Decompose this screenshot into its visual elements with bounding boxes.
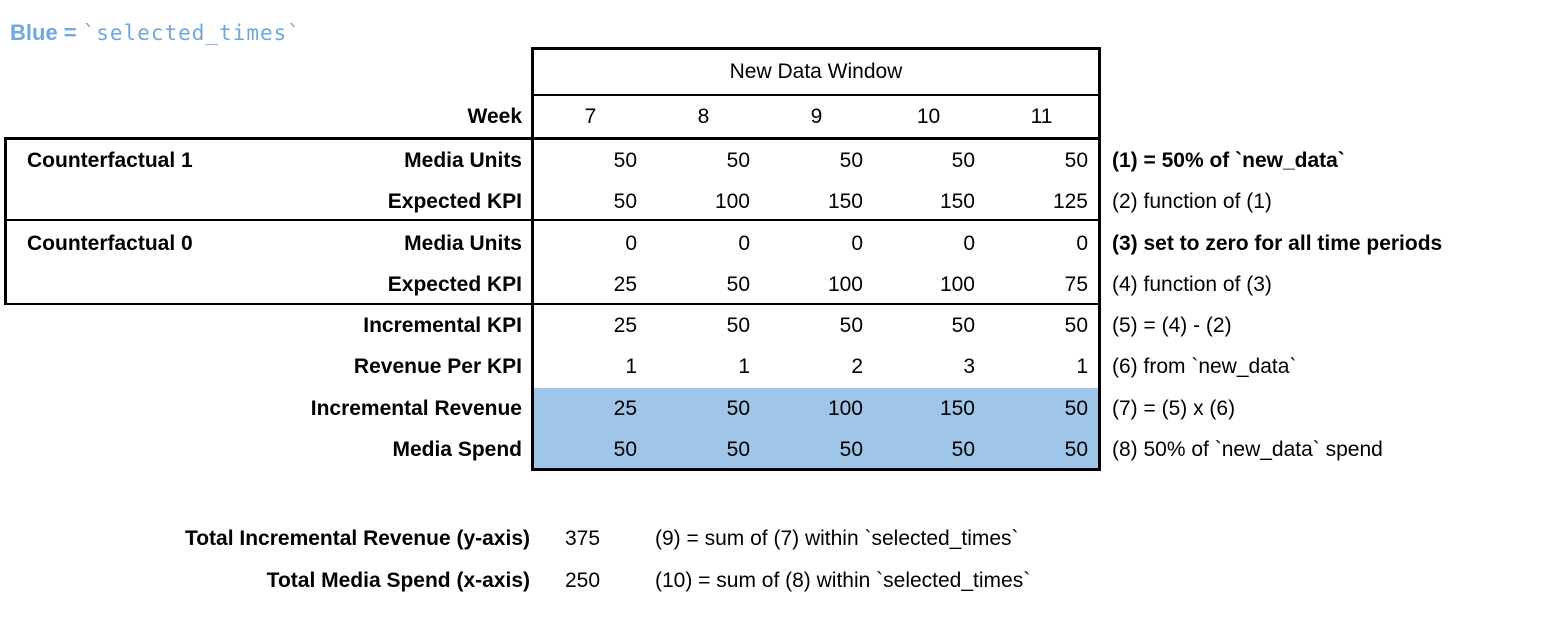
row-label: Incremental KPI (363, 314, 522, 337)
data-cell: 1 (738, 355, 750, 378)
data-cell: 0 (851, 232, 863, 255)
counterfactual-box-left-border (4, 137, 7, 305)
total-media-spend-value: 250 (565, 569, 601, 592)
data-cell: 50 (613, 190, 637, 213)
row-annotation: (2) function of (1) (1112, 190, 1272, 213)
week-cell: 9 (810, 105, 823, 128)
data-cell: 0 (625, 232, 637, 255)
data-cell: 50 (726, 273, 750, 296)
data-cell: 0 (963, 232, 975, 255)
data-cell: 0 (738, 232, 750, 255)
row-annotation: (7) = (5) x (6) (1112, 397, 1236, 420)
total-media-spend-label: Total Media Spend (x-axis) (266, 569, 530, 592)
data-cell: 50 (839, 149, 863, 172)
divider-counterfactual-groups (4, 219, 1101, 221)
data-cell: 50 (1064, 149, 1088, 172)
data-cell: 1 (1076, 355, 1088, 378)
data-cell: 150 (939, 190, 975, 213)
row-annotation: (8) 50% of `new_data` spend (1112, 438, 1383, 461)
data-cell: 1 (625, 355, 637, 378)
divider-under-counterfactual-0 (4, 303, 1101, 305)
data-cell: 50 (839, 314, 863, 337)
row-annotation: (4) function of (3) (1112, 273, 1272, 296)
data-cell-highlighted: 50 (1064, 397, 1088, 420)
week-cell: 10 (916, 105, 941, 128)
row-annotation: (6) from `new_data` (1112, 355, 1297, 378)
data-cell: 25 (613, 273, 637, 296)
group-label-counterfactual-1: Counterfactual 1 (27, 149, 193, 172)
divider-under-week-row (4, 137, 1101, 140)
legend-label: Blue = (10, 20, 77, 45)
row-label: Media Units (404, 232, 522, 255)
data-cell-highlighted: 50 (613, 438, 637, 461)
row-label: Incremental Revenue (310, 397, 522, 420)
data-cell-highlighted: 50 (951, 438, 975, 461)
data-cell: 50 (951, 314, 975, 337)
legend: Blue = `selected_times` (10, 18, 301, 48)
data-cell-highlighted: 100 (827, 397, 863, 420)
row-label: Media Units (404, 149, 522, 172)
legend-code-text: `selected_times` (82, 21, 301, 45)
total-media-spend-annotation: (10) = sum of (8) within `selected_times… (655, 569, 1031, 592)
row-annotation: (5) = (4) - (2) (1112, 314, 1232, 337)
week-cell: 7 (584, 105, 597, 128)
week-cell: 11 (1030, 105, 1053, 128)
data-cell: 50 (613, 149, 637, 172)
week-cell: 8 (697, 105, 710, 128)
data-cell-highlighted: 25 (613, 397, 637, 420)
data-cell-highlighted: 50 (839, 438, 863, 461)
data-cell: 50 (1064, 314, 1088, 337)
week-row-label: Week (467, 105, 522, 128)
data-cell: 100 (714, 190, 750, 213)
divider-under-header (534, 94, 1098, 96)
data-cell: 50 (951, 149, 975, 172)
row-label: Revenue Per KPI (353, 355, 522, 378)
row-annotation: (1) = 50% of `new_data` (1112, 149, 1345, 172)
data-cell: 50 (726, 314, 750, 337)
data-cell-highlighted: 50 (726, 397, 750, 420)
total-incremental-revenue-value: 375 (565, 527, 601, 550)
data-cell: 0 (1076, 232, 1088, 255)
data-cell: 3 (963, 355, 975, 378)
data-cell: 50 (726, 149, 750, 172)
data-cell: 150 (827, 190, 863, 213)
data-cell: 100 (827, 273, 863, 296)
data-cell: 25 (613, 314, 637, 337)
data-cell: 100 (939, 273, 975, 296)
row-label: Expected KPI (387, 190, 522, 213)
data-cell: 75 (1064, 273, 1088, 296)
data-cell-highlighted: 50 (1064, 438, 1088, 461)
table-header-new-data-window: New Data Window (729, 60, 903, 83)
group-label-counterfactual-0: Counterfactual 0 (27, 232, 193, 255)
total-incremental-revenue-label: Total Incremental Revenue (y-axis) (184, 527, 530, 550)
data-cell-highlighted: 50 (726, 438, 750, 461)
selected-times-highlight (534, 388, 1098, 468)
row-annotation: (3) set to zero for all time periods (1112, 232, 1443, 255)
total-incremental-revenue-annotation: (9) = sum of (7) within `selected_times` (655, 527, 1019, 550)
data-cell-highlighted: 150 (939, 397, 975, 420)
data-window-box (531, 47, 1101, 471)
data-cell: 2 (851, 355, 863, 378)
row-label: Expected KPI (387, 273, 522, 296)
row-label: Media Spend (392, 438, 522, 461)
data-cell: 125 (1052, 190, 1088, 213)
